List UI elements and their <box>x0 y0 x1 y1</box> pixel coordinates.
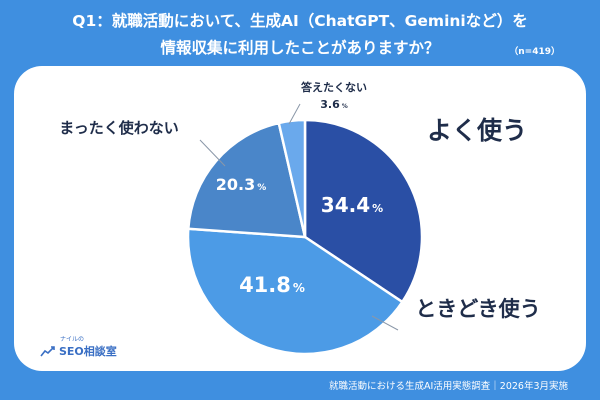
logo-text: SEO相談室 <box>59 345 117 358</box>
value-unit-sometimes: % <box>293 281 305 295</box>
value-label-never: 20.3% <box>216 175 267 194</box>
sample-size: （n=419） <box>509 47 560 57</box>
value-unit-never: % <box>257 183 266 193</box>
category-label-often: よく使う <box>427 116 527 145</box>
site-logo: ナイルの SEO相談室 <box>40 334 117 359</box>
leader-line-never <box>199 139 226 167</box>
survey-footer: 就職活動における生成AI活用実態調査｜2026年3月実施 <box>328 381 568 392</box>
category-label-never: まったく使わない <box>59 119 178 137</box>
title-line-2: 情報収集に利用したことがありますか？ <box>160 39 440 57</box>
value-unit-no-answer: % <box>342 103 348 110</box>
chart-title: Q1：就職活動において、生成AI（ChatGPT、Geminiなど）を 情報収集… <box>0 8 600 62</box>
value-label-no-answer: 3.6% <box>320 98 348 111</box>
value-label-sometimes: 41.8% <box>239 273 305 297</box>
leader-line-sometimes <box>371 315 399 331</box>
pie-slice-no-answer <box>277 118 307 238</box>
leader-line-no-answer <box>288 103 301 125</box>
category-label-no-answer: 答えたくない <box>301 80 367 94</box>
chart-growth-icon <box>40 346 55 357</box>
value-unit-often: % <box>372 202 383 215</box>
pie-slice-sometimes <box>186 227 405 356</box>
category-label-sometimes: ときどき使う <box>415 297 540 321</box>
title-line-1: Q1：就職活動において、生成AI（ChatGPT、Geminiなど）を <box>72 12 528 30</box>
pie-slice-never <box>186 121 307 239</box>
logo-subtext: ナイルの <box>60 336 85 343</box>
